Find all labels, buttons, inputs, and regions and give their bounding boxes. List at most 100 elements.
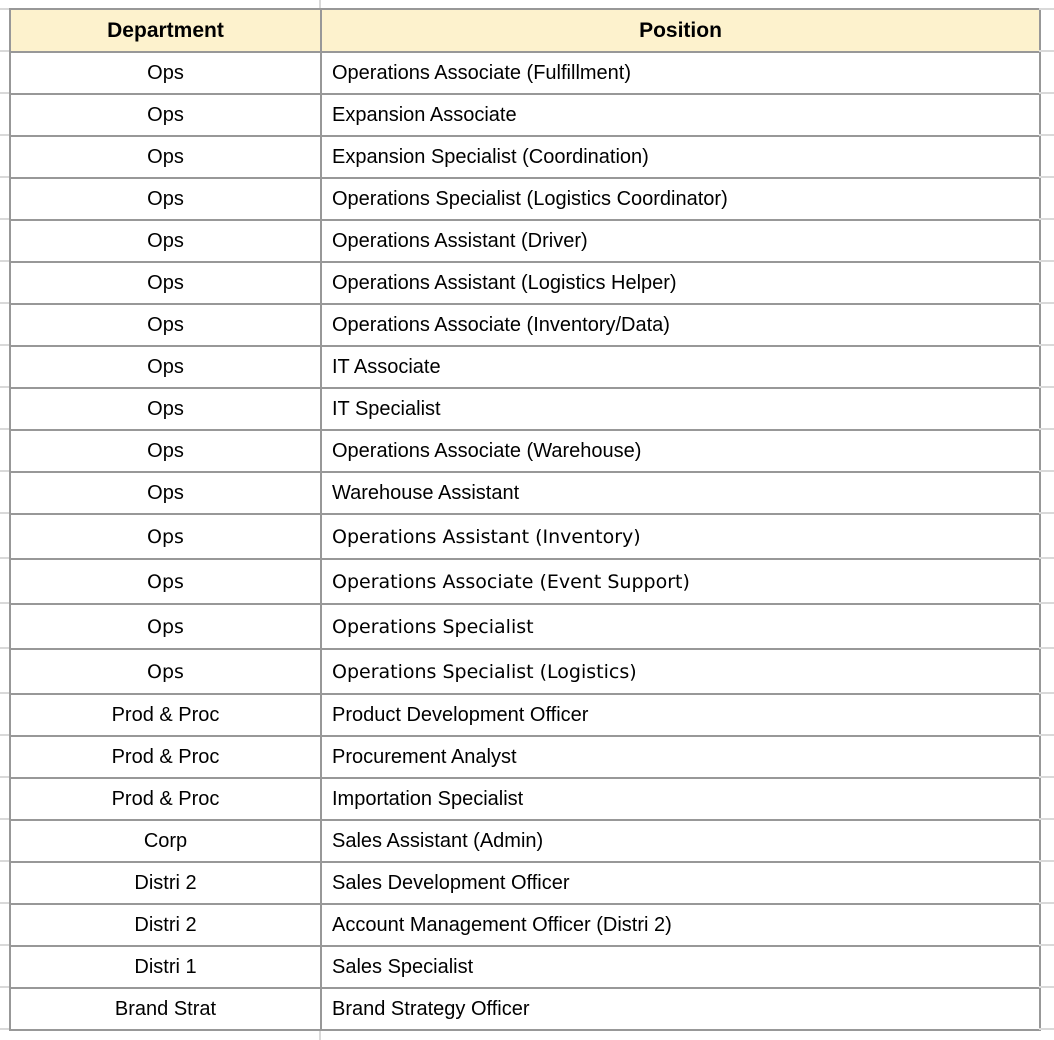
gridline-stub bbox=[0, 470, 9, 472]
position-cell[interactable]: Operations Specialist (Logistics) bbox=[320, 648, 1041, 695]
table-row: Ops IT Specialist bbox=[9, 387, 1041, 431]
gridline-stub bbox=[1039, 8, 1054, 10]
gridline-stub bbox=[0, 776, 9, 778]
table-row: Ops Operations Associate (Warehouse) bbox=[9, 429, 1041, 473]
department-cell[interactable]: Distri 2 bbox=[9, 903, 322, 947]
gridline-stub bbox=[1039, 50, 1054, 52]
department-cell[interactable]: Ops bbox=[9, 219, 322, 263]
position-cell[interactable]: Operations Specialist bbox=[320, 603, 1041, 650]
department-cell[interactable]: Prod & Proc bbox=[9, 693, 322, 737]
department-cell[interactable]: Ops bbox=[9, 471, 322, 515]
gridline-stub bbox=[1039, 512, 1054, 514]
gridline-stub bbox=[1039, 986, 1054, 988]
gridline-stub bbox=[1039, 734, 1054, 736]
department-cell[interactable]: Ops bbox=[9, 429, 322, 473]
gridline-stub bbox=[0, 428, 9, 430]
position-cell[interactable]: Operations Associate (Fulfillment) bbox=[320, 51, 1041, 95]
position-cell[interactable]: Operations Associate (Event Support) bbox=[320, 558, 1041, 605]
department-cell[interactable]: Ops bbox=[9, 345, 322, 389]
department-cell[interactable]: Corp bbox=[9, 819, 322, 863]
gridline-stub bbox=[0, 734, 9, 736]
gridline-stub bbox=[1039, 557, 1054, 559]
gridline-stub bbox=[0, 302, 9, 304]
gridline-stub bbox=[0, 692, 9, 694]
gridline-stub bbox=[0, 344, 9, 346]
gridline-stub-top bbox=[319, 0, 321, 9]
position-cell[interactable]: Operations Associate (Inventory/Data) bbox=[320, 303, 1041, 347]
department-cell[interactable]: Ops bbox=[9, 303, 322, 347]
gridline-stub bbox=[0, 92, 9, 94]
department-cell[interactable]: Prod & Proc bbox=[9, 735, 322, 779]
position-cell[interactable]: Sales Specialist bbox=[320, 945, 1041, 989]
gridline-stub bbox=[1039, 647, 1054, 649]
position-cell[interactable]: Operations Specialist (Logistics Coordin… bbox=[320, 177, 1041, 221]
table-row: Ops Expansion Specialist (Coordination) bbox=[9, 135, 1041, 179]
position-cell[interactable]: Brand Strategy Officer bbox=[320, 987, 1041, 1031]
gridline-stub bbox=[0, 512, 9, 514]
position-cell[interactable]: Operations Associate (Warehouse) bbox=[320, 429, 1041, 473]
position-cell[interactable]: Operations Assistant (Inventory) bbox=[320, 513, 1041, 560]
department-cell[interactable]: Ops bbox=[9, 51, 322, 95]
department-cell[interactable]: Ops bbox=[9, 513, 322, 560]
gridline-stub bbox=[1039, 176, 1054, 178]
department-cell[interactable]: Ops bbox=[9, 603, 322, 650]
gridline-stub bbox=[0, 986, 9, 988]
gridline-stub bbox=[1039, 428, 1054, 430]
department-cell[interactable]: Distri 2 bbox=[9, 861, 322, 905]
position-cell[interactable]: Operations Assistant (Logistics Helper) bbox=[320, 261, 1041, 305]
gridline-stub bbox=[0, 260, 9, 262]
department-cell[interactable]: Distri 1 bbox=[9, 945, 322, 989]
gridline-stub bbox=[1039, 818, 1054, 820]
position-cell[interactable]: Procurement Analyst bbox=[320, 735, 1041, 779]
position-cell[interactable]: Warehouse Assistant bbox=[320, 471, 1041, 515]
gridline-stub bbox=[1039, 134, 1054, 136]
gridline-stub bbox=[0, 176, 9, 178]
gridline-stub bbox=[1039, 218, 1054, 220]
gridline-stub bbox=[0, 902, 9, 904]
gridline-stub bbox=[1039, 692, 1054, 694]
position-cell[interactable]: IT Associate bbox=[320, 345, 1041, 389]
gridline-stub bbox=[0, 50, 9, 52]
position-cell[interactable]: Importation Specialist bbox=[320, 777, 1041, 821]
department-cell[interactable]: Ops bbox=[9, 93, 322, 137]
position-cell[interactable]: Operations Assistant (Driver) bbox=[320, 219, 1041, 263]
gridline-stub bbox=[0, 386, 9, 388]
table-row: Ops Operations Assistant (Inventory) bbox=[9, 513, 1041, 560]
table-row: Corp Sales Assistant (Admin) bbox=[9, 819, 1041, 863]
department-cell[interactable]: Ops bbox=[9, 261, 322, 305]
table-row: Distri 2 Account Management Officer (Dist… bbox=[9, 903, 1041, 947]
table-row: Distri 1 Sales Specialist bbox=[9, 945, 1041, 989]
table-row: Ops Operations Assistant (Driver) bbox=[9, 219, 1041, 263]
positions-table: Department Position Ops Operations Associ… bbox=[9, 8, 1041, 1031]
gridline-stub bbox=[1039, 386, 1054, 388]
position-cell[interactable]: IT Specialist bbox=[320, 387, 1041, 431]
gridline-stub bbox=[1039, 602, 1054, 604]
position-cell[interactable]: Account Management Officer (Distri 2) bbox=[320, 903, 1041, 947]
gridline-stub bbox=[1039, 860, 1054, 862]
position-cell[interactable]: Product Development Officer bbox=[320, 693, 1041, 737]
table-row: Ops IT Associate bbox=[9, 345, 1041, 389]
gridline-stub bbox=[0, 1028, 9, 1030]
table-row: Ops Operations Associate (Fulfillment) bbox=[9, 51, 1041, 95]
gridline-stub bbox=[1039, 92, 1054, 94]
department-cell[interactable]: Ops bbox=[9, 135, 322, 179]
position-cell[interactable]: Sales Assistant (Admin) bbox=[320, 819, 1041, 863]
department-cell[interactable]: Ops bbox=[9, 558, 322, 605]
header-cell-position[interactable]: Position bbox=[320, 8, 1041, 53]
department-cell[interactable]: Ops bbox=[9, 387, 322, 431]
department-cell[interactable]: Ops bbox=[9, 648, 322, 695]
position-cell[interactable]: Expansion Associate bbox=[320, 93, 1041, 137]
gridline-stub bbox=[0, 944, 9, 946]
gridline-stub bbox=[0, 647, 9, 649]
gridline-stub bbox=[0, 557, 9, 559]
department-cell[interactable]: Prod & Proc bbox=[9, 777, 322, 821]
table-row: Distri 2 Sales Development Officer bbox=[9, 861, 1041, 905]
gridline-stub bbox=[1039, 260, 1054, 262]
header-cell-department[interactable]: Department bbox=[9, 8, 322, 53]
header-row: Department Position bbox=[9, 8, 1041, 53]
position-cell[interactable]: Sales Development Officer bbox=[320, 861, 1041, 905]
department-cell[interactable]: Brand Strat bbox=[9, 987, 322, 1031]
position-cell[interactable]: Expansion Specialist (Coordination) bbox=[320, 135, 1041, 179]
department-cell[interactable]: Ops bbox=[9, 177, 322, 221]
gridline-stub bbox=[1039, 470, 1054, 472]
